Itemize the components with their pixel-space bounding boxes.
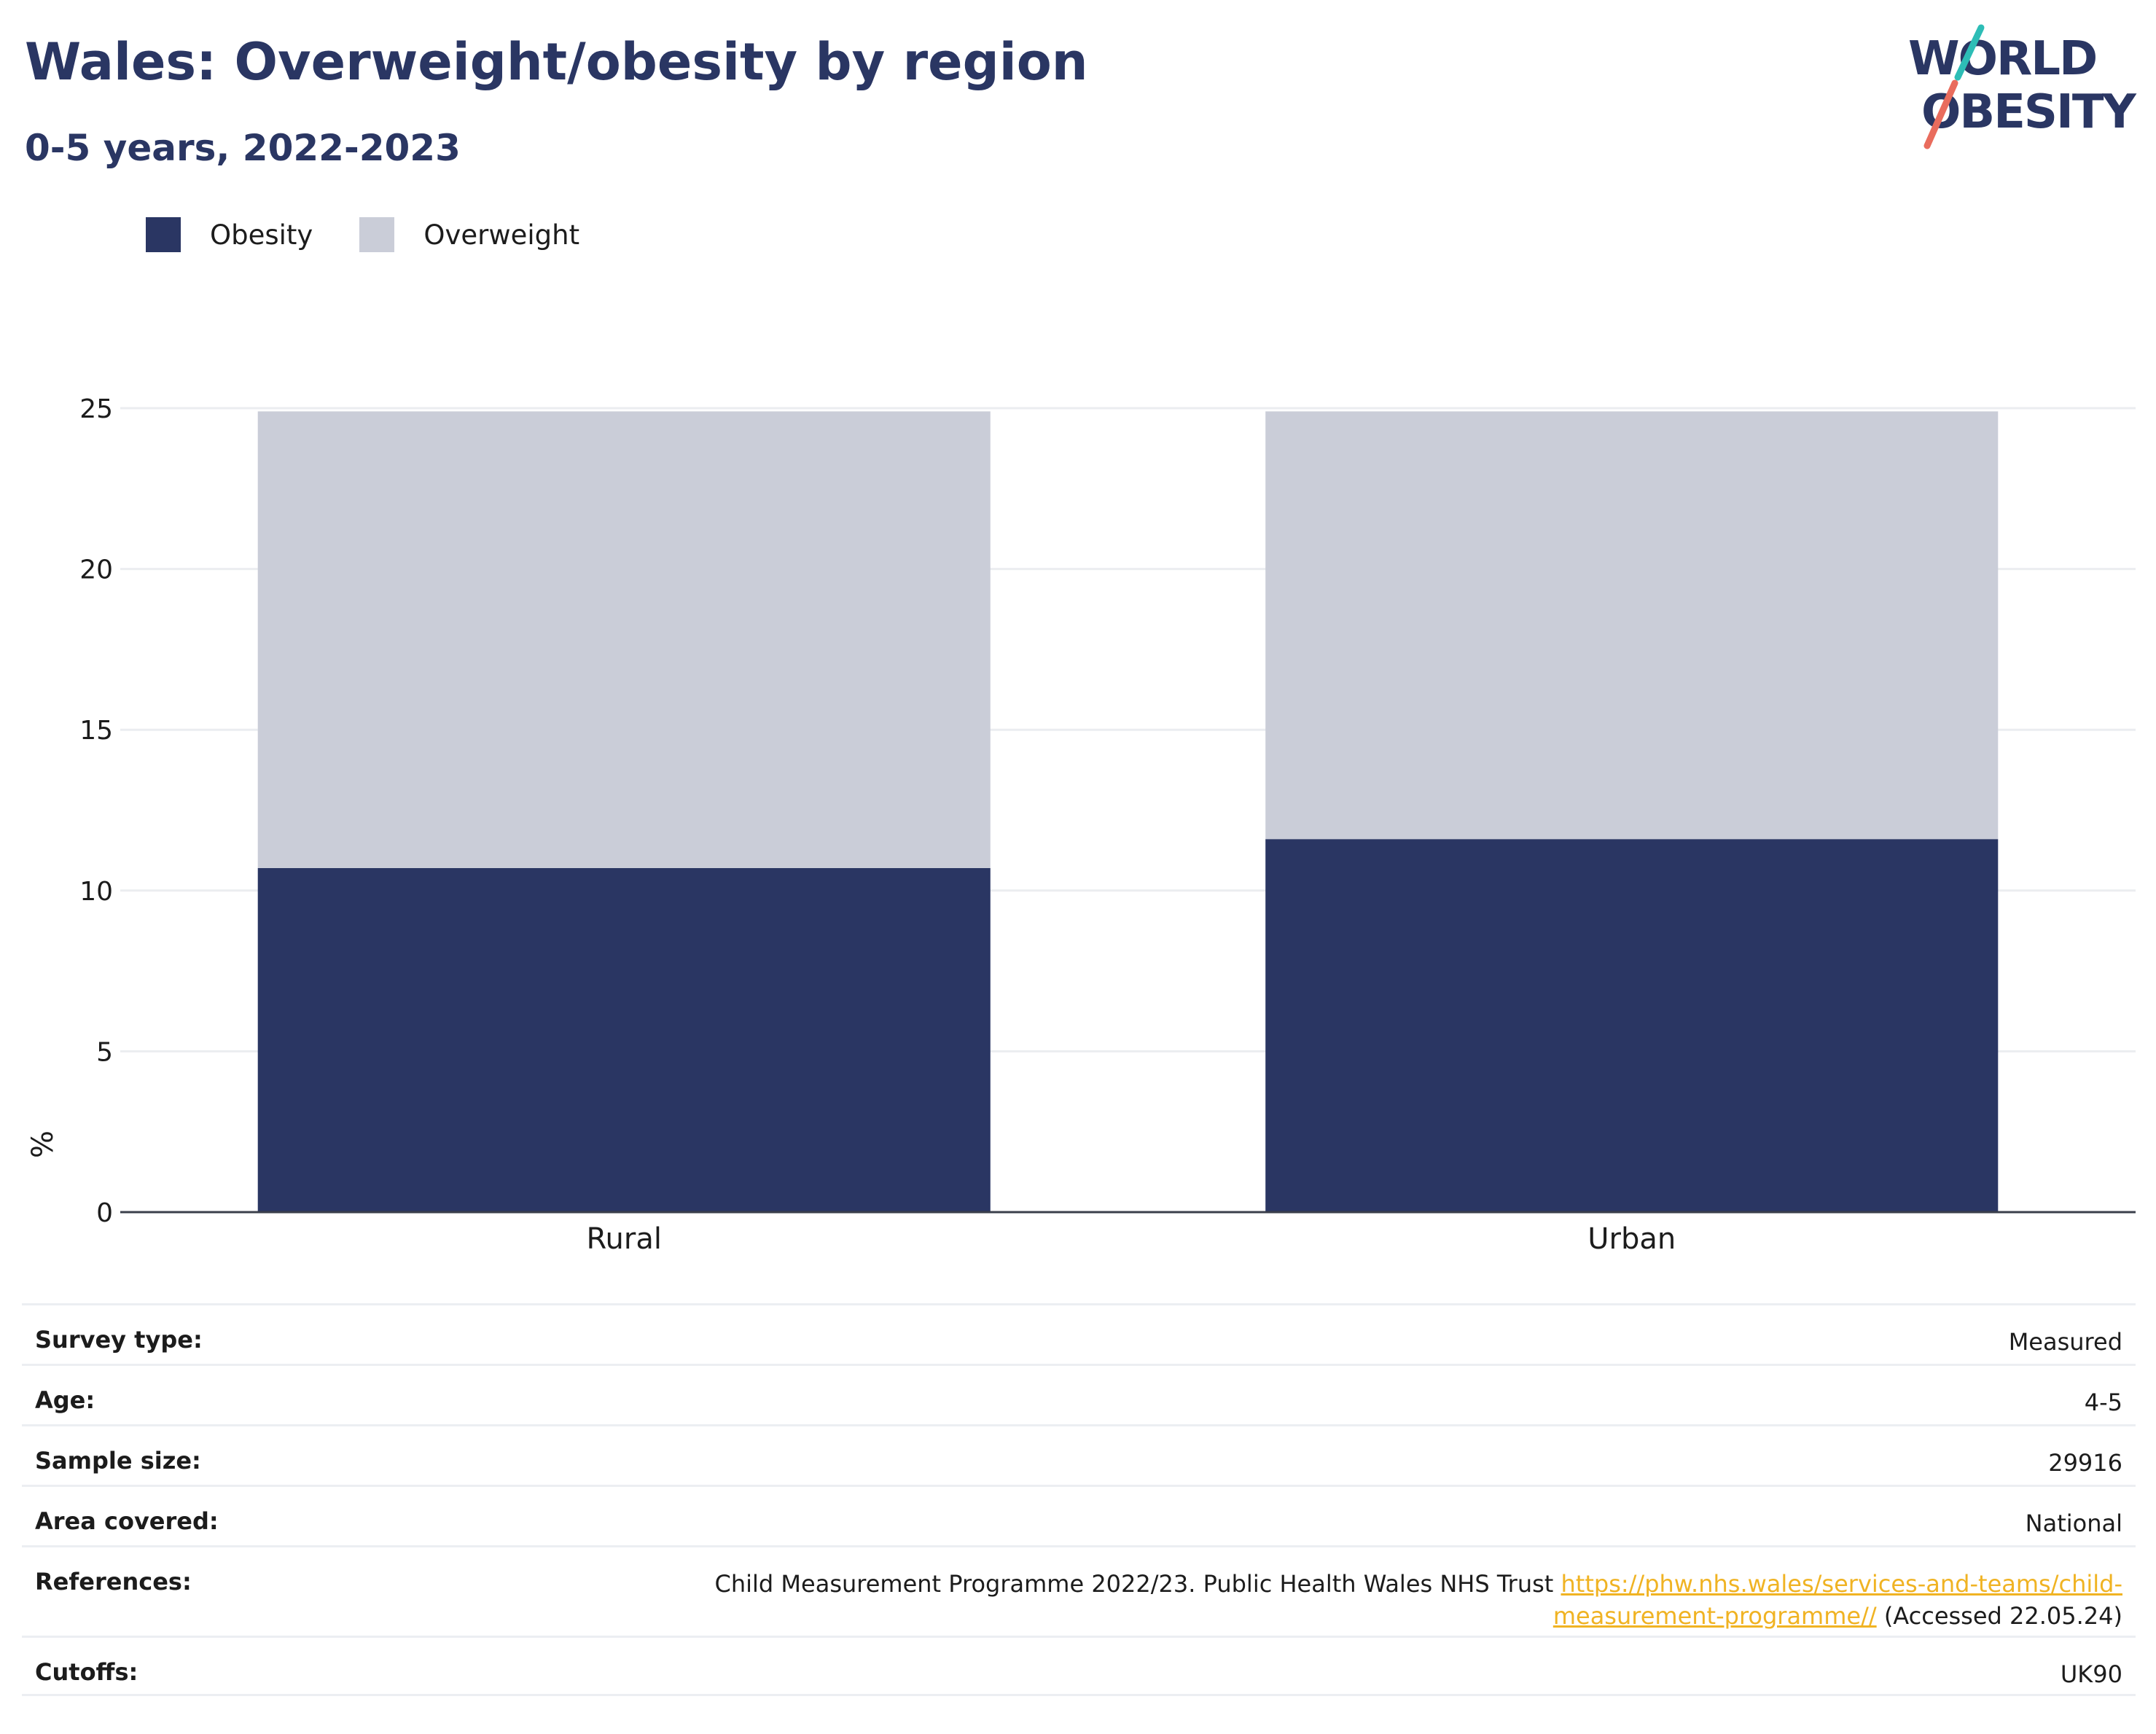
stacked-bar-chart: 0 5 10 15 20 25 Rural Urban % — [26, 394, 2136, 1256]
logo-text-obesity: OBESITY — [1921, 85, 2136, 139]
chart-title: Wales: Overweight/obesity by region — [25, 32, 1088, 92]
meta-value-survey-type: Measured — [2008, 1328, 2122, 1356]
bar-rural-overweight[interactable] — [257, 411, 991, 868]
legend-label-overweight: Overweight — [423, 219, 580, 251]
y-tick-label-10: 10 — [79, 877, 113, 907]
meta-label-references: References: — [35, 1568, 192, 1596]
reference-link-part-2[interactable]: measurement-programme// — [1552, 1602, 1877, 1630]
y-tick-label-0: 0 — [96, 1198, 113, 1228]
meta-row-cutoffs: Cutoffs: UK90 — [22, 1636, 2136, 1696]
y-tick-label-20: 20 — [79, 555, 113, 585]
reference-link-part-1[interactable]: https://phw.nhs.wales/services-and-teams… — [1561, 1570, 2123, 1598]
world-obesity-logo: WORLD OBESITY — [1908, 24, 2138, 149]
x-tick-labels: Rural Urban — [587, 1222, 1676, 1256]
x-tick-label-urban: Urban — [1587, 1222, 1676, 1256]
meta-row-references: References: Child Measurement Programme … — [22, 1545, 2136, 1636]
y-tick-labels: 0 5 10 15 20 25 — [79, 394, 113, 1228]
legend: Obesity Overweight — [146, 217, 626, 252]
meta-value-references: Child Measurement Programme 2022/23. Pub… — [715, 1568, 2122, 1632]
y-tick-label-25: 25 — [79, 394, 113, 424]
legend-label-obesity: Obesity — [210, 219, 313, 251]
reference-accessed: (Accessed 22.05.24) — [1883, 1602, 2122, 1630]
legend-swatch-obesity — [146, 217, 181, 252]
legend-swatch-overweight — [359, 217, 395, 252]
y-tick-label-5: 5 — [96, 1037, 113, 1067]
meta-label-sample-size: Sample size: — [35, 1447, 201, 1475]
bar-urban-obesity[interactable] — [1265, 839, 1999, 1212]
y-axis-title: % — [26, 1130, 60, 1158]
meta-label-area-covered: Area covered: — [35, 1507, 219, 1535]
reference-text: Child Measurement Programme 2022/23. Pub… — [714, 1570, 1554, 1598]
meta-row-survey-type: Survey type: Measured — [22, 1303, 2136, 1364]
meta-label-survey-type: Survey type: — [35, 1326, 203, 1354]
bar-rural-obesity[interactable] — [257, 867, 991, 1212]
x-tick-label-rural: Rural — [587, 1222, 662, 1256]
bar-urban-overweight[interactable] — [1265, 411, 1999, 840]
meta-value-sample-size: 29916 — [2048, 1449, 2122, 1477]
logo-text-world: WORLD — [1908, 32, 2096, 86]
meta-row-age: Age: 4-5 — [22, 1364, 2136, 1424]
meta-row-area-covered: Area covered: National — [22, 1485, 2136, 1545]
logo-slash-coral — [1923, 79, 1958, 149]
meta-row-sample-size: Sample size: 29916 — [22, 1424, 2136, 1485]
y-tick-label-15: 15 — [79, 716, 113, 746]
logo-slash-teal — [1954, 24, 1985, 81]
meta-value-cutoffs: UK90 — [2060, 1660, 2122, 1688]
legend-item-overweight[interactable]: Overweight — [359, 217, 579, 252]
meta-value-age: 4-5 — [2084, 1389, 2122, 1416]
legend-item-obesity[interactable]: Obesity — [146, 217, 313, 252]
meta-label-age: Age: — [35, 1386, 95, 1414]
chart-subtitle: 0-5 years, 2022-2023 — [25, 127, 461, 169]
meta-value-area-covered: National — [2025, 1510, 2122, 1537]
bars — [120, 411, 2136, 1214]
meta-label-cutoffs: Cutoffs: — [35, 1658, 138, 1686]
metadata-table: Survey type: Measured Age: 4-5 Sample si… — [22, 1303, 2136, 1696]
